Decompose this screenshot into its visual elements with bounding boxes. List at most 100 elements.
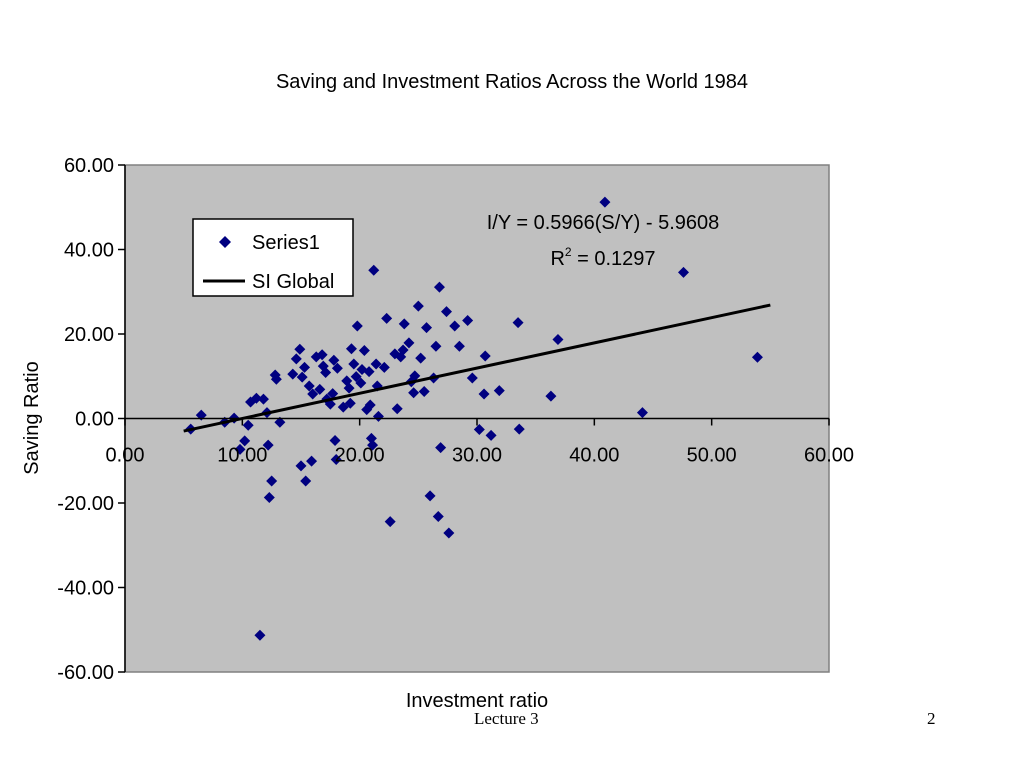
data-point: [424, 490, 436, 502]
x-axis-label: Investment ratio: [406, 690, 548, 712]
data-point: [294, 343, 306, 355]
data-point: [320, 366, 332, 378]
footer-page-number: 2: [927, 709, 936, 728]
data-point: [403, 337, 415, 349]
data-point: [479, 350, 491, 362]
data-point: [299, 361, 311, 373]
data-point: [418, 385, 430, 397]
data-point: [678, 266, 690, 278]
data-point: [254, 629, 266, 641]
r2-base: R: [550, 248, 564, 270]
data-point: [599, 196, 611, 208]
trendline-layer: [183, 303, 771, 433]
data-point: [358, 344, 370, 356]
data-point: [421, 322, 433, 334]
data-point: [270, 373, 282, 385]
data-point: [328, 354, 340, 366]
data-point: [462, 314, 474, 326]
data-point: [363, 366, 375, 378]
legend-diamond-icon: [219, 236, 231, 248]
x-tick-label: 0.00: [106, 445, 145, 467]
data-point: [266, 475, 278, 487]
data-point: [545, 390, 557, 402]
data-markers: [185, 196, 763, 641]
data-point: [412, 300, 424, 312]
y-tick-label: 60.00: [64, 155, 114, 177]
data-point: [440, 306, 452, 318]
legend: Series1 SI Global: [192, 218, 354, 297]
data-point: [378, 361, 390, 373]
x-tick-label: 30.00: [452, 445, 502, 467]
r2-superscript: 2: [565, 245, 572, 259]
data-point: [300, 475, 312, 487]
data-point: [344, 397, 356, 409]
data-point: [513, 423, 525, 435]
data-point: [433, 281, 445, 293]
data-point: [391, 403, 403, 415]
data-point: [473, 423, 485, 435]
data-point: [345, 343, 357, 355]
data-point: [295, 460, 307, 472]
data-point: [262, 439, 274, 451]
data-point: [552, 333, 564, 345]
data-point: [242, 419, 254, 431]
data-point: [409, 370, 421, 382]
data-point: [303, 380, 315, 392]
data-point: [307, 388, 319, 400]
legend-label-si-global: SI Global: [252, 271, 334, 293]
data-point: [453, 340, 465, 352]
data-point: [370, 358, 382, 370]
data-point: [415, 352, 427, 364]
data-point: [367, 439, 379, 451]
data-point: [485, 429, 497, 441]
trend-equation: I/Y = 0.5966(S/Y) - 5.9608: [487, 212, 720, 234]
data-point: [435, 442, 447, 454]
data-point: [306, 455, 318, 467]
data-point: [365, 432, 377, 444]
footer-lecture: Lecture 3: [474, 709, 539, 728]
data-point: [430, 340, 442, 352]
y-tick-label: -40.00: [57, 578, 114, 600]
data-point: [368, 264, 380, 276]
trendline: [183, 303, 771, 433]
legend-label-series1: Series1: [252, 232, 320, 254]
data-point: [398, 318, 410, 330]
r2-value: = 0.1297: [572, 248, 656, 270]
y-tick-label: 0.00: [75, 409, 114, 431]
data-point: [493, 385, 505, 397]
x-tick-label: 10.00: [217, 445, 267, 467]
axes: -60.00 -40.00 -20.00 0.00 20.00 40.00 60.00 0.0…: [57, 155, 854, 684]
y-tick-label: 20.00: [64, 324, 114, 346]
data-point: [443, 527, 455, 539]
x-tick-label: 60.00: [804, 445, 854, 467]
data-point: [330, 453, 342, 465]
data-point: [364, 399, 376, 411]
data-point: [751, 351, 763, 363]
data-point: [351, 320, 363, 332]
data-point: [432, 511, 444, 523]
data-point: [343, 382, 355, 394]
data-point: [274, 416, 286, 428]
data-point: [350, 371, 362, 383]
r-squared-label: R2 = 0.1297: [550, 245, 655, 270]
x-tick-label: 20.00: [335, 445, 385, 467]
x-tick-label: 50.00: [687, 445, 737, 467]
data-point: [250, 392, 262, 404]
data-point: [478, 388, 490, 400]
data-point: [408, 387, 420, 399]
data-point: [239, 435, 251, 447]
data-point: [234, 443, 246, 455]
data-point: [329, 434, 341, 446]
x-tick-label: 40.00: [569, 445, 619, 467]
data-point: [331, 362, 343, 374]
data-point: [327, 388, 339, 400]
y-tick-label: 40.00: [64, 240, 114, 262]
data-point: [296, 371, 308, 383]
data-point: [449, 320, 461, 332]
y-axis-label: Saving Ratio: [21, 361, 43, 474]
data-point: [316, 349, 328, 361]
data-point: [348, 358, 360, 370]
data-point: [290, 353, 302, 365]
data-point: [381, 312, 393, 324]
